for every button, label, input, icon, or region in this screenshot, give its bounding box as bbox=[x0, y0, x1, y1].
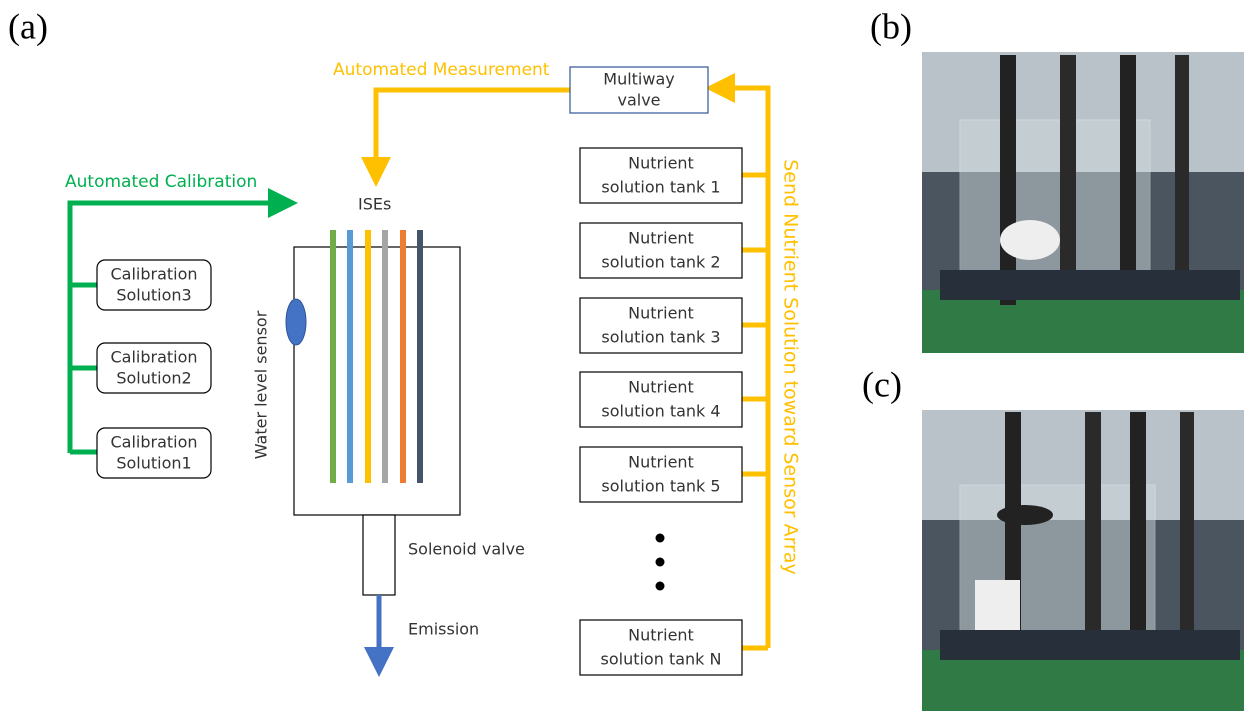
tank-box bbox=[579, 371, 743, 428]
tank-text: solution tank 2 bbox=[601, 253, 720, 272]
tank-text: Nutrient bbox=[628, 304, 694, 323]
send-label: Send Nutrient Solution toward Sensor Arr… bbox=[780, 159, 802, 575]
measurement-label: Automated Measurement bbox=[333, 60, 550, 80]
calibration-label: Automated Calibration bbox=[65, 172, 257, 192]
calibration-box bbox=[96, 259, 212, 311]
tank-text: solution tank 3 bbox=[601, 328, 720, 347]
electrodes bbox=[330, 230, 423, 483]
tank-text: Nutrient bbox=[628, 229, 694, 248]
tank-box bbox=[579, 297, 743, 354]
calibration-text: Solution1 bbox=[116, 454, 191, 473]
valve-box bbox=[569, 66, 709, 114]
tank-box bbox=[579, 222, 743, 279]
photo bbox=[922, 410, 1244, 711]
calibration-text: Solution3 bbox=[116, 286, 191, 305]
calibration-box bbox=[96, 342, 212, 394]
tank-text: solution tank 5 bbox=[601, 477, 720, 496]
tank-text: Nutrient bbox=[628, 453, 694, 472]
ellipsis bbox=[655, 533, 665, 591]
calibration-text: Calibration bbox=[110, 265, 197, 284]
level-sensor bbox=[285, 298, 307, 346]
valve-text: valve bbox=[617, 91, 660, 110]
solenoid-label: Solenoid valve bbox=[408, 540, 525, 559]
panel-label: (a) bbox=[8, 6, 48, 46]
photo bbox=[922, 52, 1244, 353]
calibration-box bbox=[96, 427, 212, 479]
tank-box bbox=[579, 446, 743, 503]
tank-box bbox=[579, 619, 743, 676]
tank-text: Nutrient bbox=[628, 378, 694, 397]
measurement-lines bbox=[361, 73, 771, 651]
ises-label: ISEs bbox=[358, 195, 391, 214]
water-level-label: Water level sensor bbox=[252, 310, 271, 459]
calibration-text: Solution2 bbox=[116, 369, 191, 388]
tank-box bbox=[579, 147, 743, 204]
emission-label: Emission bbox=[408, 620, 479, 639]
tank-text: Nutrient bbox=[628, 626, 694, 645]
panel-label: (c) bbox=[862, 364, 902, 404]
tank-text: solution tank 1 bbox=[601, 178, 720, 197]
tank-text: solution tank 4 bbox=[601, 402, 720, 421]
tank-text: Nutrient bbox=[628, 154, 694, 173]
valve-text: Multiway bbox=[603, 70, 674, 89]
panel-label: (b) bbox=[870, 6, 912, 46]
calibration-text: Calibration bbox=[110, 348, 197, 367]
container bbox=[293, 246, 461, 516]
solenoid bbox=[362, 514, 396, 596]
calibration-text: Calibration bbox=[110, 433, 197, 452]
calibration-lines bbox=[67, 188, 298, 455]
tank-text: solution tank N bbox=[601, 650, 722, 669]
